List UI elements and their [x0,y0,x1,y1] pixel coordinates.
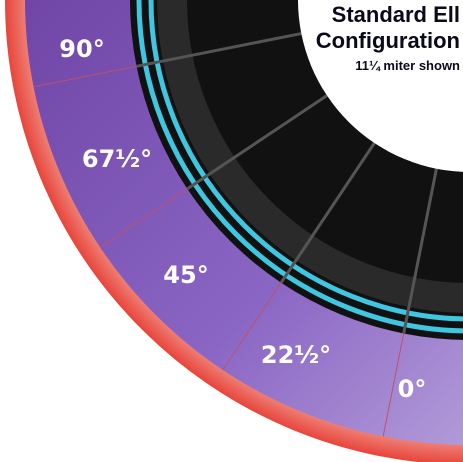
angle-label: 0° [398,375,427,403]
fan-divider [33,65,137,88]
fan-divider [222,282,282,371]
fan-divider [99,188,188,248]
miter-joint [402,168,438,334]
pipe-inner [298,0,463,172]
subtitle: 11¼ miter shown [355,58,460,73]
title-line: Configuration [316,28,460,53]
fan-dividers [33,65,405,437]
title-line: Standard Ell [332,2,460,27]
miter-joint [279,142,376,284]
miter-joint [136,32,302,68]
angle-label: 67½° [82,145,152,173]
angle-label: 22½° [261,341,331,369]
angle-label: 90° [59,35,104,63]
miter-joint [186,94,328,191]
pipe-miters [136,32,438,334]
angle-label: 45° [163,261,208,289]
fan-divider [382,333,405,437]
